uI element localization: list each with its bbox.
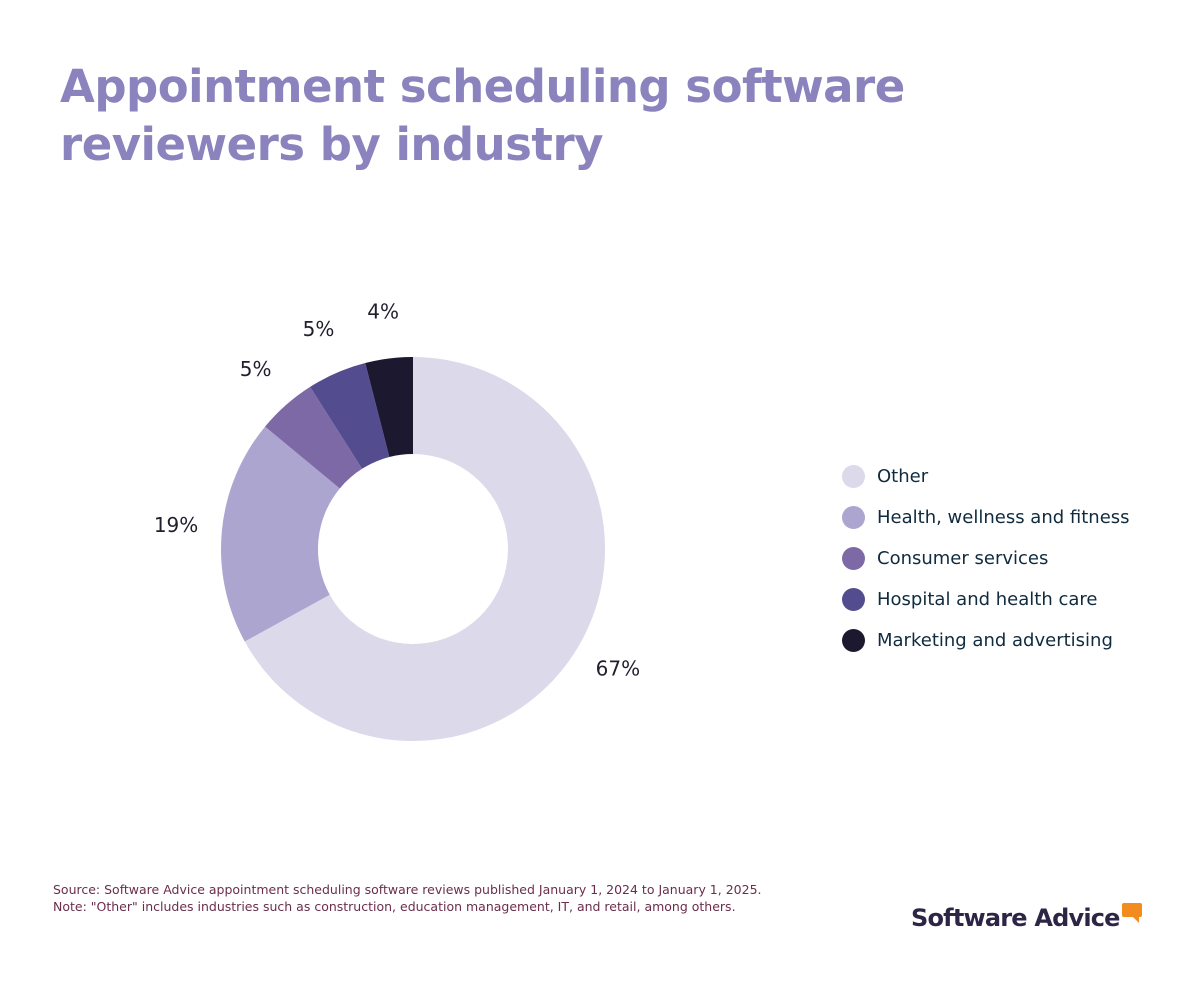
slice-label-consumer-services: 5% <box>240 357 272 381</box>
donut-slices <box>221 357 605 741</box>
legend-swatch <box>842 505 865 529</box>
source-text: Source: Software Advice appointment sche… <box>53 882 762 897</box>
legend-swatch <box>842 464 865 488</box>
slice-marketing-and-advertising <box>365 357 413 457</box>
legend-swatch <box>842 628 865 652</box>
slice-label-other: 67% <box>596 657 640 681</box>
legend-item-hospital-and-health-care: Hospital and health care <box>842 587 1130 611</box>
speech-bubble-icon <box>1121 903 1142 923</box>
slice-hospital-and-health-care <box>310 363 390 469</box>
slice-consumer-services <box>265 386 363 489</box>
note-text: Note: "Other" includes industries such a… <box>53 899 736 914</box>
slice-label-marketing-and-advertising: 4% <box>367 299 399 323</box>
footnote: Source: Software Advice appointment sche… <box>53 881 762 915</box>
brand-name: Software Advice <box>911 904 1120 932</box>
legend-swatch <box>842 587 865 611</box>
legend-label: Marketing and advertising <box>877 629 1113 651</box>
slice-label-health-wellness-and-fitness: 19% <box>154 513 198 537</box>
legend-label: Health, wellness and fitness <box>877 506 1130 528</box>
legend-swatch <box>842 546 865 570</box>
chart-title: Appointment scheduling software reviewer… <box>60 60 905 171</box>
slice-health-wellness-and-fitness <box>221 426 340 642</box>
chart-legend: Other Health, wellness and fitness Consume… <box>842 464 1130 669</box>
slice-other <box>244 357 605 741</box>
legend-item-consumer-services: Consumer services <box>842 546 1130 570</box>
brand-logo: Software Advice <box>911 898 1142 938</box>
legend-item-other: Other <box>842 464 1130 488</box>
legend-label: Other <box>877 465 929 487</box>
legend-item-health-wellness-and-fitness: Health, wellness and fitness <box>842 505 1130 529</box>
legend-item-marketing-and-advertising: Marketing and advertising <box>842 628 1130 652</box>
slice-labels: 67% 19% 5% 5% 4% <box>154 299 640 680</box>
slice-label-hospital-and-health-care: 5% <box>303 317 335 341</box>
legend-label: Hospital and health care <box>877 588 1098 610</box>
legend-label: Consumer services <box>877 547 1049 569</box>
